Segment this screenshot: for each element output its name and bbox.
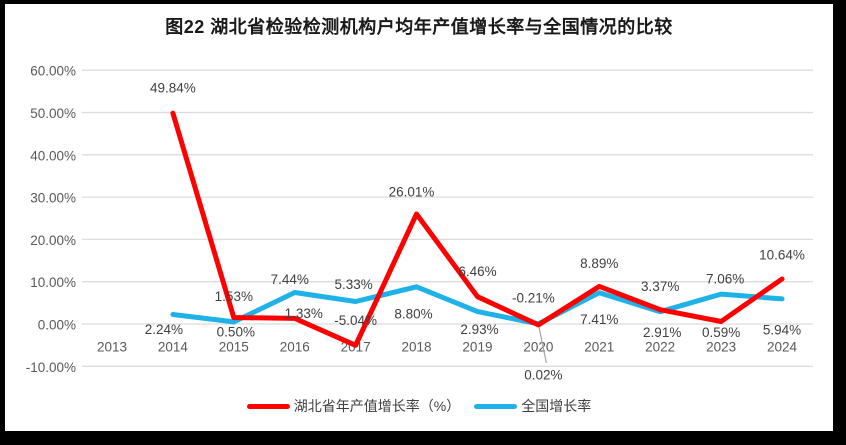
data-label-leader-line	[537, 323, 547, 364]
data-label: -0.21%	[512, 290, 555, 305]
data-label: 3.37%	[641, 279, 679, 294]
chart-legend: 湖北省年产值增长率（%） 全国增长率	[5, 396, 833, 416]
legend-swatch-hubei-icon	[246, 403, 290, 409]
x-axis-tick-label: 2014	[158, 340, 189, 355]
y-axis-tick-label: 50.00%	[30, 106, 76, 121]
y-axis-tick-label: 20.00%	[30, 233, 76, 248]
x-axis-tick-label: 2015	[219, 340, 249, 355]
legend-label-hubei: 湖北省年产值增长率（%）	[293, 398, 461, 414]
chart-title: 图22 湖北省检验检测机构户均年产值增长率与全国情况的比较	[165, 17, 673, 37]
legend-item-national: 全国增长率	[474, 396, 591, 416]
x-axis-tick-label: 2023	[706, 340, 736, 355]
data-label: 2.93%	[460, 322, 498, 337]
data-label: -5.04%	[334, 313, 377, 328]
chart-canvas: 60.00% 50.00% 40.00% 30.00% 20.00% 10.00% 0.00…	[5, 4, 833, 431]
data-label: 2.24%	[145, 322, 183, 337]
y-axis-tick-label: 0.00%	[38, 318, 76, 333]
series-line	[170, 110, 785, 348]
data-label: 7.06%	[706, 272, 744, 287]
x-axis-tick-label: 2024	[767, 340, 798, 355]
x-axis-tick-label: 2019	[462, 340, 492, 355]
x-axis-tick-label: 2021	[584, 340, 614, 355]
data-label: 7.41%	[580, 312, 618, 327]
data-label: 7.44%	[271, 272, 309, 287]
data-label: 2.91%	[643, 325, 681, 340]
data-label: 5.33%	[334, 277, 372, 292]
y-axis-tick-label: 40.00%	[30, 148, 76, 163]
legend-swatch-national-icon	[474, 403, 518, 409]
series-line	[170, 284, 785, 327]
data-label: 6.46%	[458, 264, 496, 279]
data-label: 1.53%	[215, 289, 253, 304]
data-label: 0.59%	[702, 325, 740, 340]
data-label: 1.33%	[285, 306, 323, 321]
y-axis-tick-label: -10.00%	[26, 360, 76, 375]
line-chart-plot: 60.00% 50.00% 40.00% 30.00% 20.00% 10.00% 0.00…	[26, 64, 813, 382]
y-axis-tick-label: 30.00%	[30, 191, 76, 206]
data-label: 0.02%	[524, 367, 562, 382]
x-axis-tick-label: 2020	[523, 340, 553, 355]
y-axis-tick-label: 10.00%	[30, 275, 76, 290]
data-label: 26.01%	[389, 184, 435, 199]
data-label: 49.84%	[150, 81, 196, 96]
x-axis-tick-label: 2016	[280, 340, 310, 355]
x-axis-tick-label: 2018	[402, 340, 432, 355]
data-label: 8.80%	[394, 306, 432, 321]
data-label: 10.64%	[759, 247, 805, 262]
x-axis-tick-label: 2022	[645, 340, 675, 355]
y-axis-tick-label: 60.00%	[30, 64, 76, 79]
legend-item-hubei: 湖北省年产值增长率（%）	[246, 396, 461, 416]
legend-label-national: 全国增长率	[521, 398, 592, 414]
data-label: 0.50%	[217, 324, 255, 339]
data-label: 5.94%	[763, 322, 801, 337]
data-label: 8.89%	[580, 256, 618, 271]
x-axis-tick-label: 2013	[97, 340, 127, 355]
